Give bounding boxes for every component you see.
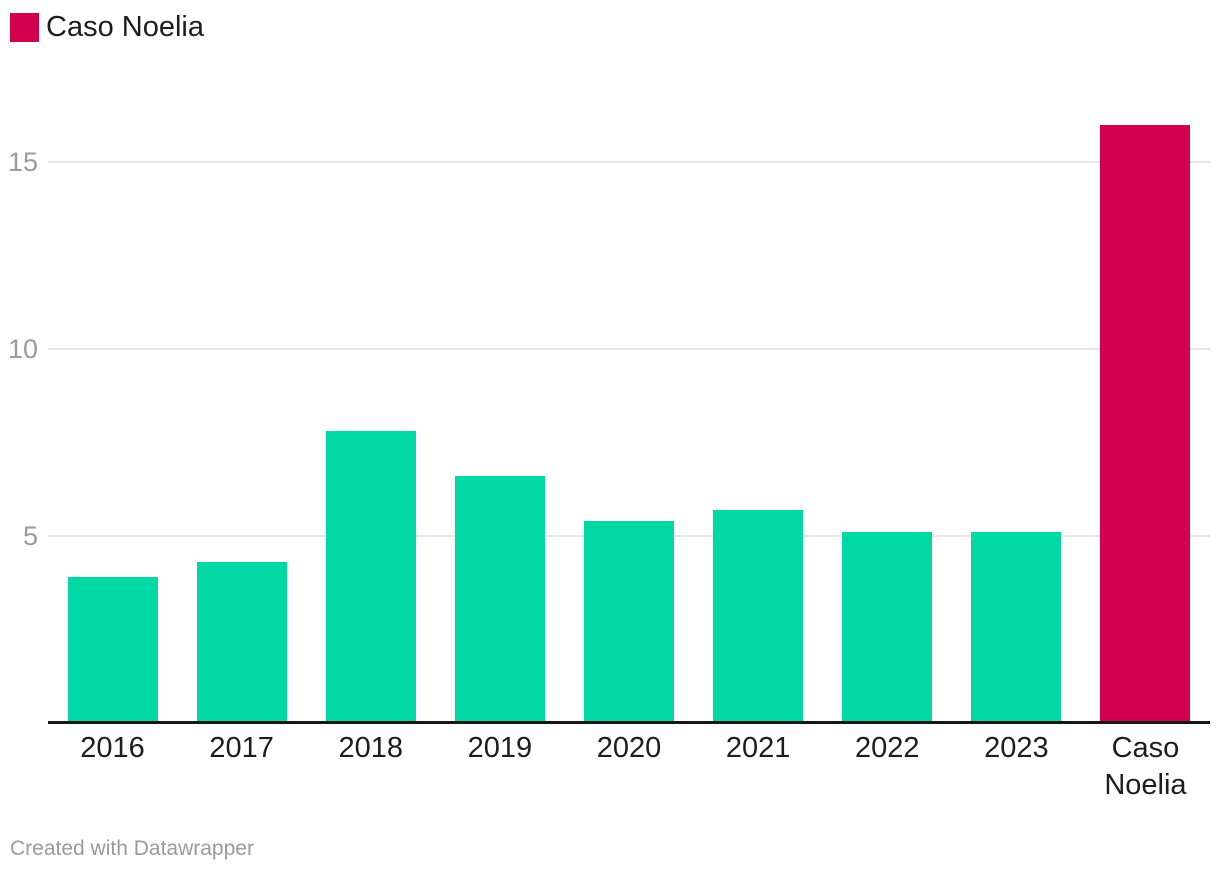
x-axis-label: 2021 [725,732,791,764]
bar-slot [1081,0,1210,723]
gridline-10 [48,348,1210,350]
bar-caso-noelia[interactable] [1100,124,1191,723]
plot-area [48,0,1210,723]
bar-2016[interactable] [67,577,158,723]
bars-container [48,0,1210,723]
y-axis-tick-label: 10 [7,334,38,364]
attribution-text: Created with Datawrapper [10,837,254,860]
x-axis-line [48,721,1210,724]
legend-swatch [10,13,39,42]
x-axis-label: Caso Noelia [1104,732,1187,801]
x-axis-label: 2023 [984,732,1049,764]
bar-2021[interactable] [713,509,804,723]
x-axis: 2016 2017 2018 2019 2020 2021 2022 2023 Caso Noe… [48,730,1210,804]
bar-2022[interactable] [842,532,933,723]
bar-slot [177,0,306,723]
legend-label: Caso Noelia [46,11,204,43]
x-axis-label: 2018 [338,732,404,764]
x-axis-label: 2020 [596,732,662,764]
x-axis-label: 2016 [80,732,145,764]
bar-slot [48,0,177,723]
bar-2023[interactable] [971,532,1062,723]
bar-slot [564,0,693,723]
x-axis-label: 2019 [467,732,533,764]
bar-2018[interactable] [325,431,416,723]
x-axis-label: 2017 [209,732,274,764]
legend: Caso Noelia [10,13,204,42]
gridline-15 [48,161,1210,163]
bar-slot [306,0,435,723]
bar-slot [952,0,1081,723]
bar-2019[interactable] [454,476,545,723]
bar-2020[interactable] [583,521,674,723]
bar-slot [435,0,564,723]
bar-slot [694,0,823,723]
bar-2017[interactable] [196,562,287,723]
x-axis-label: 2022 [854,732,920,764]
y-axis-tick-label: 5 [22,521,38,551]
bar-slot [823,0,952,723]
y-axis-tick-label: 15 [7,147,38,177]
